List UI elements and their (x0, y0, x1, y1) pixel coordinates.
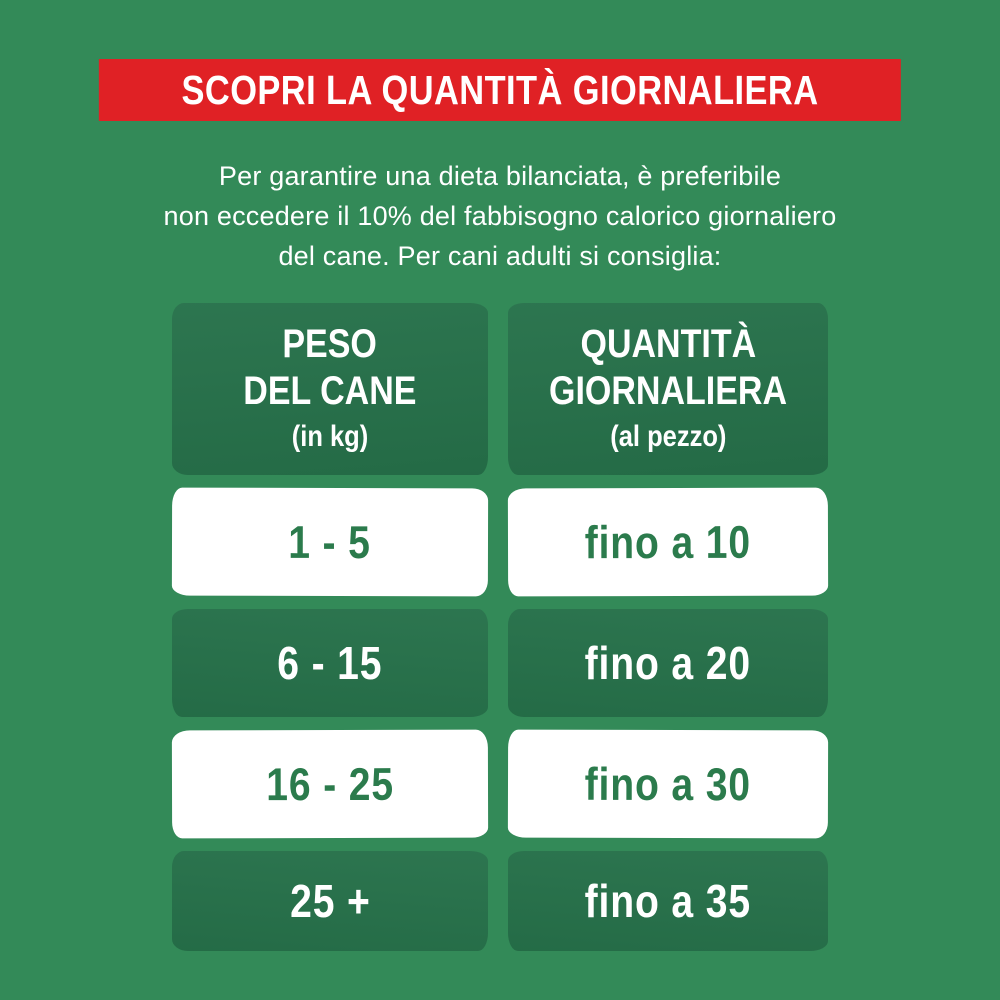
table-row-1-weight-cell: 1 - 5 (171, 487, 489, 597)
quantity-table: PESO DEL CANE (in kg) QUANTITÀ GIORNALIE… (171, 303, 829, 951)
weight-value: 25 + (289, 875, 371, 927)
quantity-value: fino a 10 (584, 515, 752, 569)
header-peso-line2: DEL CANE (243, 369, 417, 413)
quantity-value: fino a 20 (584, 637, 752, 689)
title-banner: SCOPRI LA QUANTITÀ GIORNALIERA (98, 59, 902, 121)
quantity-value: fino a 30 (584, 757, 752, 811)
table-row-4-weight-cell: 25 + (172, 851, 488, 951)
column-header-daily-quantity: QUANTITÀ GIORNALIERA (al pezzo) (508, 303, 828, 475)
intro-paragraph: Per garantire una dieta bilanciata, è pr… (0, 156, 1000, 276)
intro-line-2: non eccedere il 10% del fabbisogno calor… (163, 201, 837, 231)
table-row-1-quantity-cell: fino a 10 (507, 487, 829, 597)
weight-value: 6 - 15 (277, 637, 383, 689)
intro-line-1: Per garantire una dieta bilanciata, è pr… (218, 161, 782, 191)
header-quantita-line1: QUANTITÀ (580, 322, 756, 366)
table-row-2-weight-cell: 6 - 15 (172, 609, 488, 717)
table-row-3-quantity-cell: fino a 30 (507, 729, 829, 839)
column-header-dog-weight: PESO DEL CANE (in kg) (172, 303, 488, 475)
header-quantita-subtitle: (al pezzo) (609, 420, 727, 453)
table-row-3-weight-cell: 16 - 25 (171, 729, 489, 839)
page-title: SCOPRI LA QUANTITÀ GIORNALIERA (181, 66, 819, 113)
weight-value: 16 - 25 (266, 757, 394, 811)
header-peso-subtitle: (in kg) (291, 420, 369, 453)
header-quantita-line2: GIORNALIERA (549, 369, 787, 413)
intro-line-3: del cane. Per cani adulti si consiglia: (278, 241, 722, 271)
quantity-value: fino a 35 (584, 875, 752, 927)
weight-value: 1 - 5 (288, 515, 372, 569)
table-row-4-quantity-cell: fino a 35 (508, 851, 828, 951)
table-row-2-quantity-cell: fino a 20 (508, 609, 828, 717)
header-peso-line1: PESO (282, 322, 378, 366)
